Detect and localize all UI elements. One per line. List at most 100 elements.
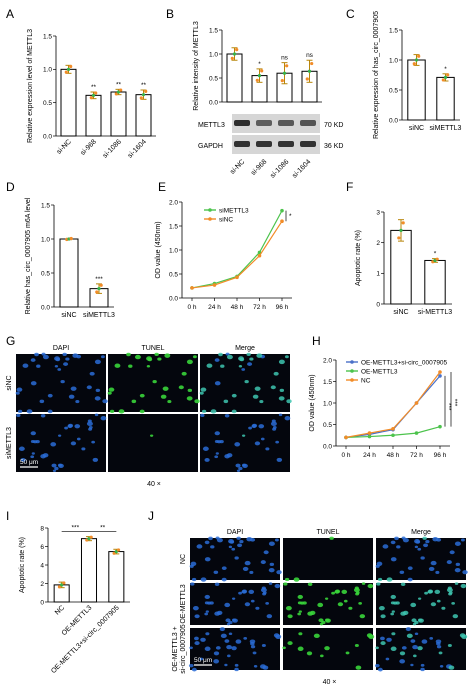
tunel-positive-nucleus [287,614,293,619]
micrograph-column-label: DAPI [227,529,243,536]
merged-nucleus [376,561,383,566]
legend-label: siNC [219,216,233,223]
dapi-nucleus [205,632,210,636]
series-point [280,219,284,223]
legend-label: NC [361,377,371,384]
y-tick-label: 0.5 [323,422,332,429]
dapi-nucleus [252,651,257,655]
merged-nucleus [215,452,219,455]
y-axis-label: Relative expression of has_circ_0007905 [373,11,380,139]
dapi-nucleus [268,582,273,585]
significance-label: ** [141,82,147,89]
micrograph-column-label: DAPI [53,345,69,352]
data-point [232,52,237,56]
merged-nucleus [214,381,221,386]
significance-label: *** [451,399,458,407]
blot-band-mettl3 [256,120,272,126]
merged-nucleus [461,634,468,640]
merged-nucleus [386,577,393,582]
data-point [60,583,64,587]
dapi-nucleus [58,434,62,437]
merged-nucleus [430,560,437,566]
significance-label: ** [91,84,97,91]
dapi-nucleus [226,645,232,650]
merged-nucleus [223,399,229,404]
y-tick-label: 1.0 [209,51,218,58]
tunel-positive-nucleus [317,602,324,608]
tunel-positive-nucleus [131,399,137,404]
micrograph-row-label: siNC [6,375,13,390]
merged-nucleus [417,646,423,651]
tunel-positive-nucleus [353,587,360,593]
y-tick-label: 1.0 [43,67,52,74]
tunel-positive-nucleus [354,643,359,648]
tunel-positive-nucleus [329,536,334,540]
merged-nucleus [265,447,270,451]
legend-marker [208,208,212,212]
x-tick-label: 48 h [231,304,244,311]
dapi-nucleus [244,560,251,566]
tunel-positive-nucleus [337,602,344,607]
micrograph-row-label: NC [180,554,187,564]
data-point [260,69,264,73]
dapi-nucleus [63,362,69,366]
dapi-nucleus [238,591,243,595]
merged-nucleus [284,355,289,359]
merged-nucleus [200,413,205,417]
dapi-nucleus [33,440,38,444]
blot-band-gapdh [278,141,294,147]
dapi-nucleus [242,566,249,572]
merged-nucleus [400,582,406,586]
tunel-positive-nucleus [309,610,316,615]
merged-nucleus [402,537,409,543]
y-tick-label: 6 [40,544,44,551]
tunel-positive-nucleus [361,582,366,585]
blot-band-mettl3 [300,120,316,126]
dapi-nucleus [94,396,101,401]
dapi-nucleus [234,667,239,672]
y-tick-label: 0.0 [389,117,398,124]
micrograph-row-label-line: siNC [6,375,13,390]
dapi-nucleus [268,541,275,546]
x-tick-label: si-968 [79,138,98,157]
merged-nucleus [399,651,406,656]
dapi-nucleus [269,562,275,566]
dapi-nucleus [86,421,93,426]
series-point [235,275,239,280]
merged-nucleus [415,540,421,544]
tunel-positive-nucleus [343,599,348,603]
blot-band-mettl3 [278,120,294,126]
tunel-positive-nucleus [321,620,326,625]
merged-nucleus [412,645,418,650]
y-tick-label: 1.5 [169,223,178,230]
dapi-nucleus [207,601,212,605]
significance-label: *** [72,525,80,532]
merged-nucleus [455,562,461,566]
data-point [446,73,450,77]
merged-nucleus [429,636,434,640]
tunel-positive-nucleus [162,386,169,391]
data-point [435,257,439,261]
tunel-positive-nucleus [146,365,151,368]
blot-lane-labels: si-NC si-968 si-1086 si-1604 [229,158,312,179]
merged-nucleus [413,654,417,658]
x-tick-label: 24 h [363,452,376,459]
y-tick-label: 1.5 [209,27,218,34]
merged-nucleus [414,545,419,549]
tunel-positive-nucleus [134,354,141,360]
merged-nucleus [259,400,264,404]
dapi-nucleus [224,602,231,608]
dapi-nucleus [194,641,200,646]
dapi-nucleus [210,545,215,549]
bar [60,68,77,137]
y-tick-label: 1.5 [389,27,398,34]
data-point [69,236,73,241]
y-tick-label: 0.0 [43,133,52,140]
merged-nucleus [272,427,277,431]
tunel-positive-nucleus [331,591,336,595]
dapi-nucleus [86,385,92,390]
panel-letter-j: J [148,509,154,523]
merged-nucleus [441,606,446,610]
legend-label: siMETTL3 [219,207,249,214]
